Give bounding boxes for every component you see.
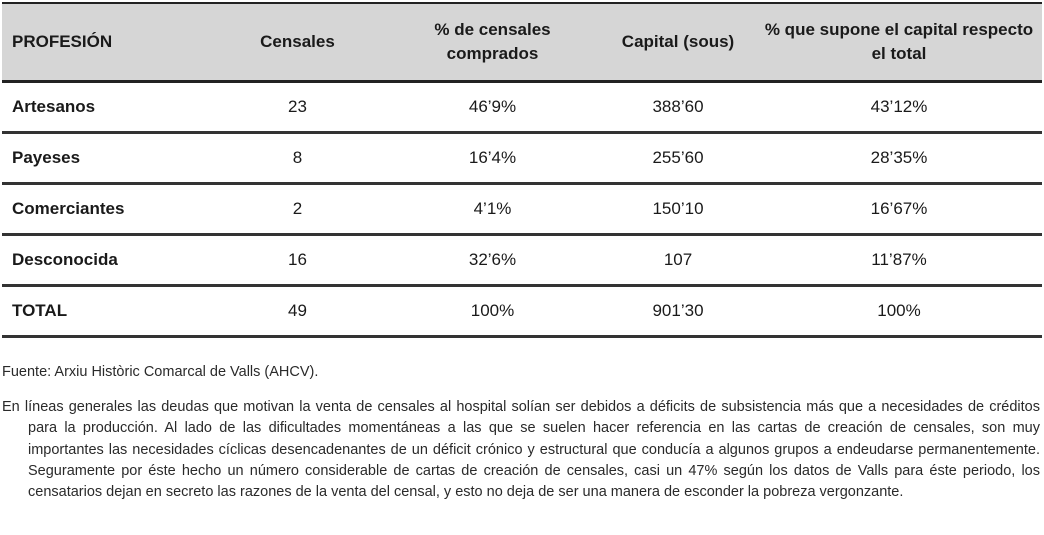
cell-capital: 901’30 — [652, 300, 704, 320]
header-pct-capital: % que supone el capital respecto el tota… — [756, 3, 1042, 83]
cell-pct-capital: 100% — [877, 300, 921, 320]
cell-profesion: Artesanos — [12, 96, 96, 116]
table-row: Comerciantes 2 4’1% 150’10 16’67% — [2, 183, 1042, 234]
cell-censales: 8 — [292, 147, 303, 167]
cell-censales: 2 — [292, 198, 303, 218]
table-header: PROFESIÓN Censales % de censales comprad… — [2, 3, 1042, 83]
cell-profesion: Desconocida — [12, 249, 118, 269]
cell-pct-censales: 4’1% — [473, 198, 512, 218]
cell-pct-capital: 16’67% — [870, 198, 928, 218]
cell-profesion: Comerciantes — [12, 198, 125, 218]
header-profesion: PROFESIÓN — [2, 3, 210, 83]
cell-profesion: TOTAL — [12, 300, 68, 320]
cell-pct-capital: 11’87% — [871, 249, 927, 269]
cell-pct-capital: 28’35% — [870, 147, 928, 167]
table-row: Artesanos 23 46’9% 388’60 43’12% — [2, 81, 1042, 132]
cell-pct-capital: 43’12% — [870, 96, 928, 116]
cell-censales: 16 — [288, 249, 307, 269]
cell-censales: 23 — [288, 96, 307, 116]
header-pct-censales: % de censales comprados — [385, 3, 600, 83]
cell-capital: 255’60 — [652, 147, 704, 167]
header-capital: Capital (sous) — [600, 3, 756, 83]
table-body: Artesanos 23 46’9% 388’60 43’12% Payeses… — [2, 81, 1042, 336]
footnote-paragraph: En líneas generales las deudas que motiv… — [2, 399, 1040, 501]
cell-capital: 388’60 — [652, 96, 704, 116]
table-header-row: PROFESIÓN Censales % de censales comprad… — [2, 3, 1042, 83]
cell-pct-censales: 100% — [470, 300, 515, 320]
cell-pct-censales: 16’4% — [468, 147, 517, 167]
cell-pct-censales: 46’9% — [468, 96, 517, 116]
cell-capital: 150’10 — [652, 198, 704, 218]
cell-profesion: Payeses — [12, 147, 81, 167]
profession-table-container: PROFESIÓN Censales % de censales comprad… — [2, 2, 1042, 338]
table-row: Desconocida 16 32’6% 107 11’87% — [2, 234, 1042, 285]
header-censales: Censales — [210, 3, 385, 83]
cell-censales: 49 — [288, 300, 307, 320]
table-row: Payeses 8 16’4% 255’60 28’35% — [2, 132, 1042, 183]
cell-pct-censales: 32’6% — [468, 249, 517, 269]
table-row-total: TOTAL 49 100% 901’30 100% — [2, 285, 1042, 336]
profession-table: PROFESIÓN Censales % de censales comprad… — [2, 2, 1042, 338]
source-note: Fuente: Arxiu Històric Comarcal de Valls… — [2, 364, 319, 380]
cell-capital: 107 — [663, 249, 693, 269]
